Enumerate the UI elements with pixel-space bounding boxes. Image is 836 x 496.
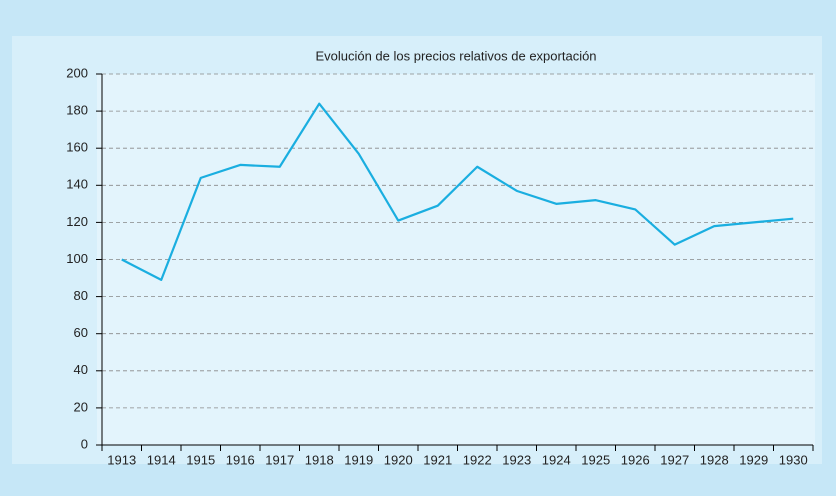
x-tick-label: 1913 [107, 452, 136, 467]
x-tick-label: 1921 [423, 452, 452, 467]
y-tick-label: 60 [74, 325, 88, 340]
x-tick-label: 1926 [621, 452, 650, 467]
x-tick-label: 1928 [700, 452, 729, 467]
x-tick-label: 1919 [344, 452, 373, 467]
x-tick-label: 1920 [384, 452, 413, 467]
y-tick-label: 0 [81, 436, 88, 451]
y-tick-label: 160 [66, 140, 88, 155]
x-tick-label: 1923 [502, 452, 531, 467]
x-tick-label: 1925 [581, 452, 610, 467]
x-tick-label: 1922 [463, 452, 492, 467]
x-tick-label: 1914 [147, 452, 176, 467]
line [121, 102, 794, 282]
y-tick-label: 180 [66, 103, 88, 118]
y-tick-label: 200 [66, 65, 88, 80]
x-tick-label: 1930 [779, 452, 808, 467]
x-tick-label: 1927 [660, 452, 689, 467]
x-tick-label: 1929 [739, 452, 768, 467]
x-tick-label: 1918 [305, 452, 334, 467]
y-tick-label: 120 [66, 214, 88, 229]
y-tick-label: 100 [66, 251, 88, 266]
x-tick-label: 1924 [542, 452, 571, 467]
x-tick-label: 1916 [226, 452, 255, 467]
y-tick-label: 20 [74, 399, 88, 414]
y-tick-label: 140 [66, 177, 88, 192]
x-tick-label: 1917 [265, 452, 294, 467]
x-tick-label: 1915 [186, 452, 215, 467]
y-tick-label: 80 [74, 288, 88, 303]
chart-title: Evolución de los precios relativos de ex… [315, 48, 596, 63]
y-tick-label: 40 [74, 362, 88, 377]
